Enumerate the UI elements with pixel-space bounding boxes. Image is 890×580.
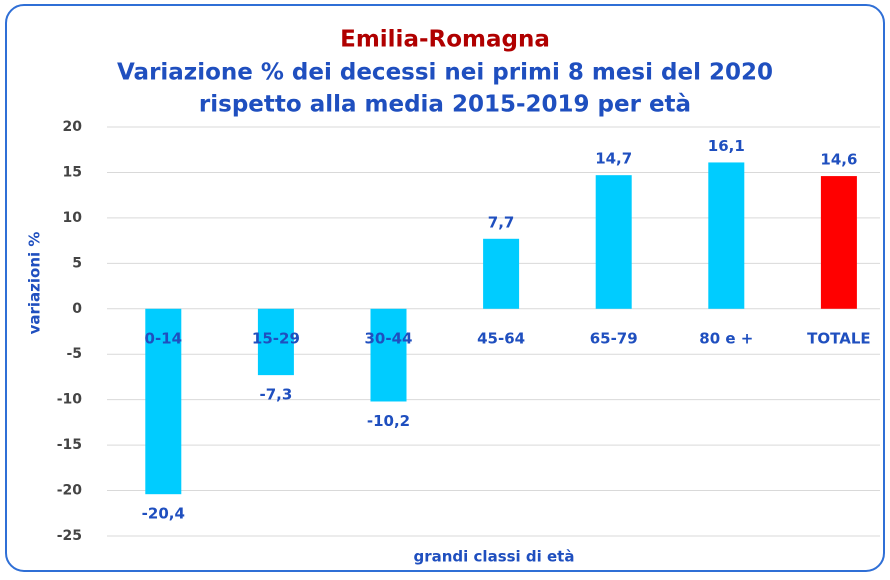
y-tick-label: 10 [63,210,83,226]
bar [483,238,520,309]
y-tick-label: -20 [57,483,83,499]
chart-subtitle: rispetto alla media 2015-2019 per età [199,92,691,118]
x-tick-label: 80 e + [699,329,753,347]
data-label: -20,4 [142,505,185,523]
x-tick-label: TOTALE [807,329,870,347]
y-tick-label: 0 [72,301,82,317]
x-tick-label: 30-44 [365,329,413,347]
chart-subtitle: Variazione % dei decessi nei primi 8 mes… [117,60,773,86]
x-tick-label: 45-64 [477,329,525,347]
y-tick-label: -15 [57,437,82,453]
chart-title: Emilia-Romagna [340,27,550,53]
x-tick-label: 15-29 [252,329,300,347]
y-tick-label: -5 [66,346,82,362]
bar [370,308,407,402]
data-label: -7,3 [259,386,292,404]
bar [257,308,294,376]
bar [820,176,857,309]
y-tick-label: 20 [63,119,83,135]
chart-frame [5,4,885,572]
data-label: 16,1 [708,137,745,155]
x-tick-label: 65-79 [590,329,638,347]
y-tick-label: 15 [63,164,82,180]
y-tick-label: -25 [57,528,82,544]
bar [595,175,632,309]
bar [708,162,745,309]
y-axis-label: variazioni % [26,232,44,335]
x-axis-label: grandi classi di età [414,548,575,566]
data-label: 14,6 [820,151,857,169]
bar [145,308,182,495]
data-label: 7,7 [488,213,515,231]
data-label: 14,7 [595,150,632,168]
y-tick-label: 5 [72,255,82,271]
y-tick-label: -10 [57,392,83,408]
x-tick-label: 0-14 [145,329,183,347]
data-label: -10,2 [367,412,410,430]
